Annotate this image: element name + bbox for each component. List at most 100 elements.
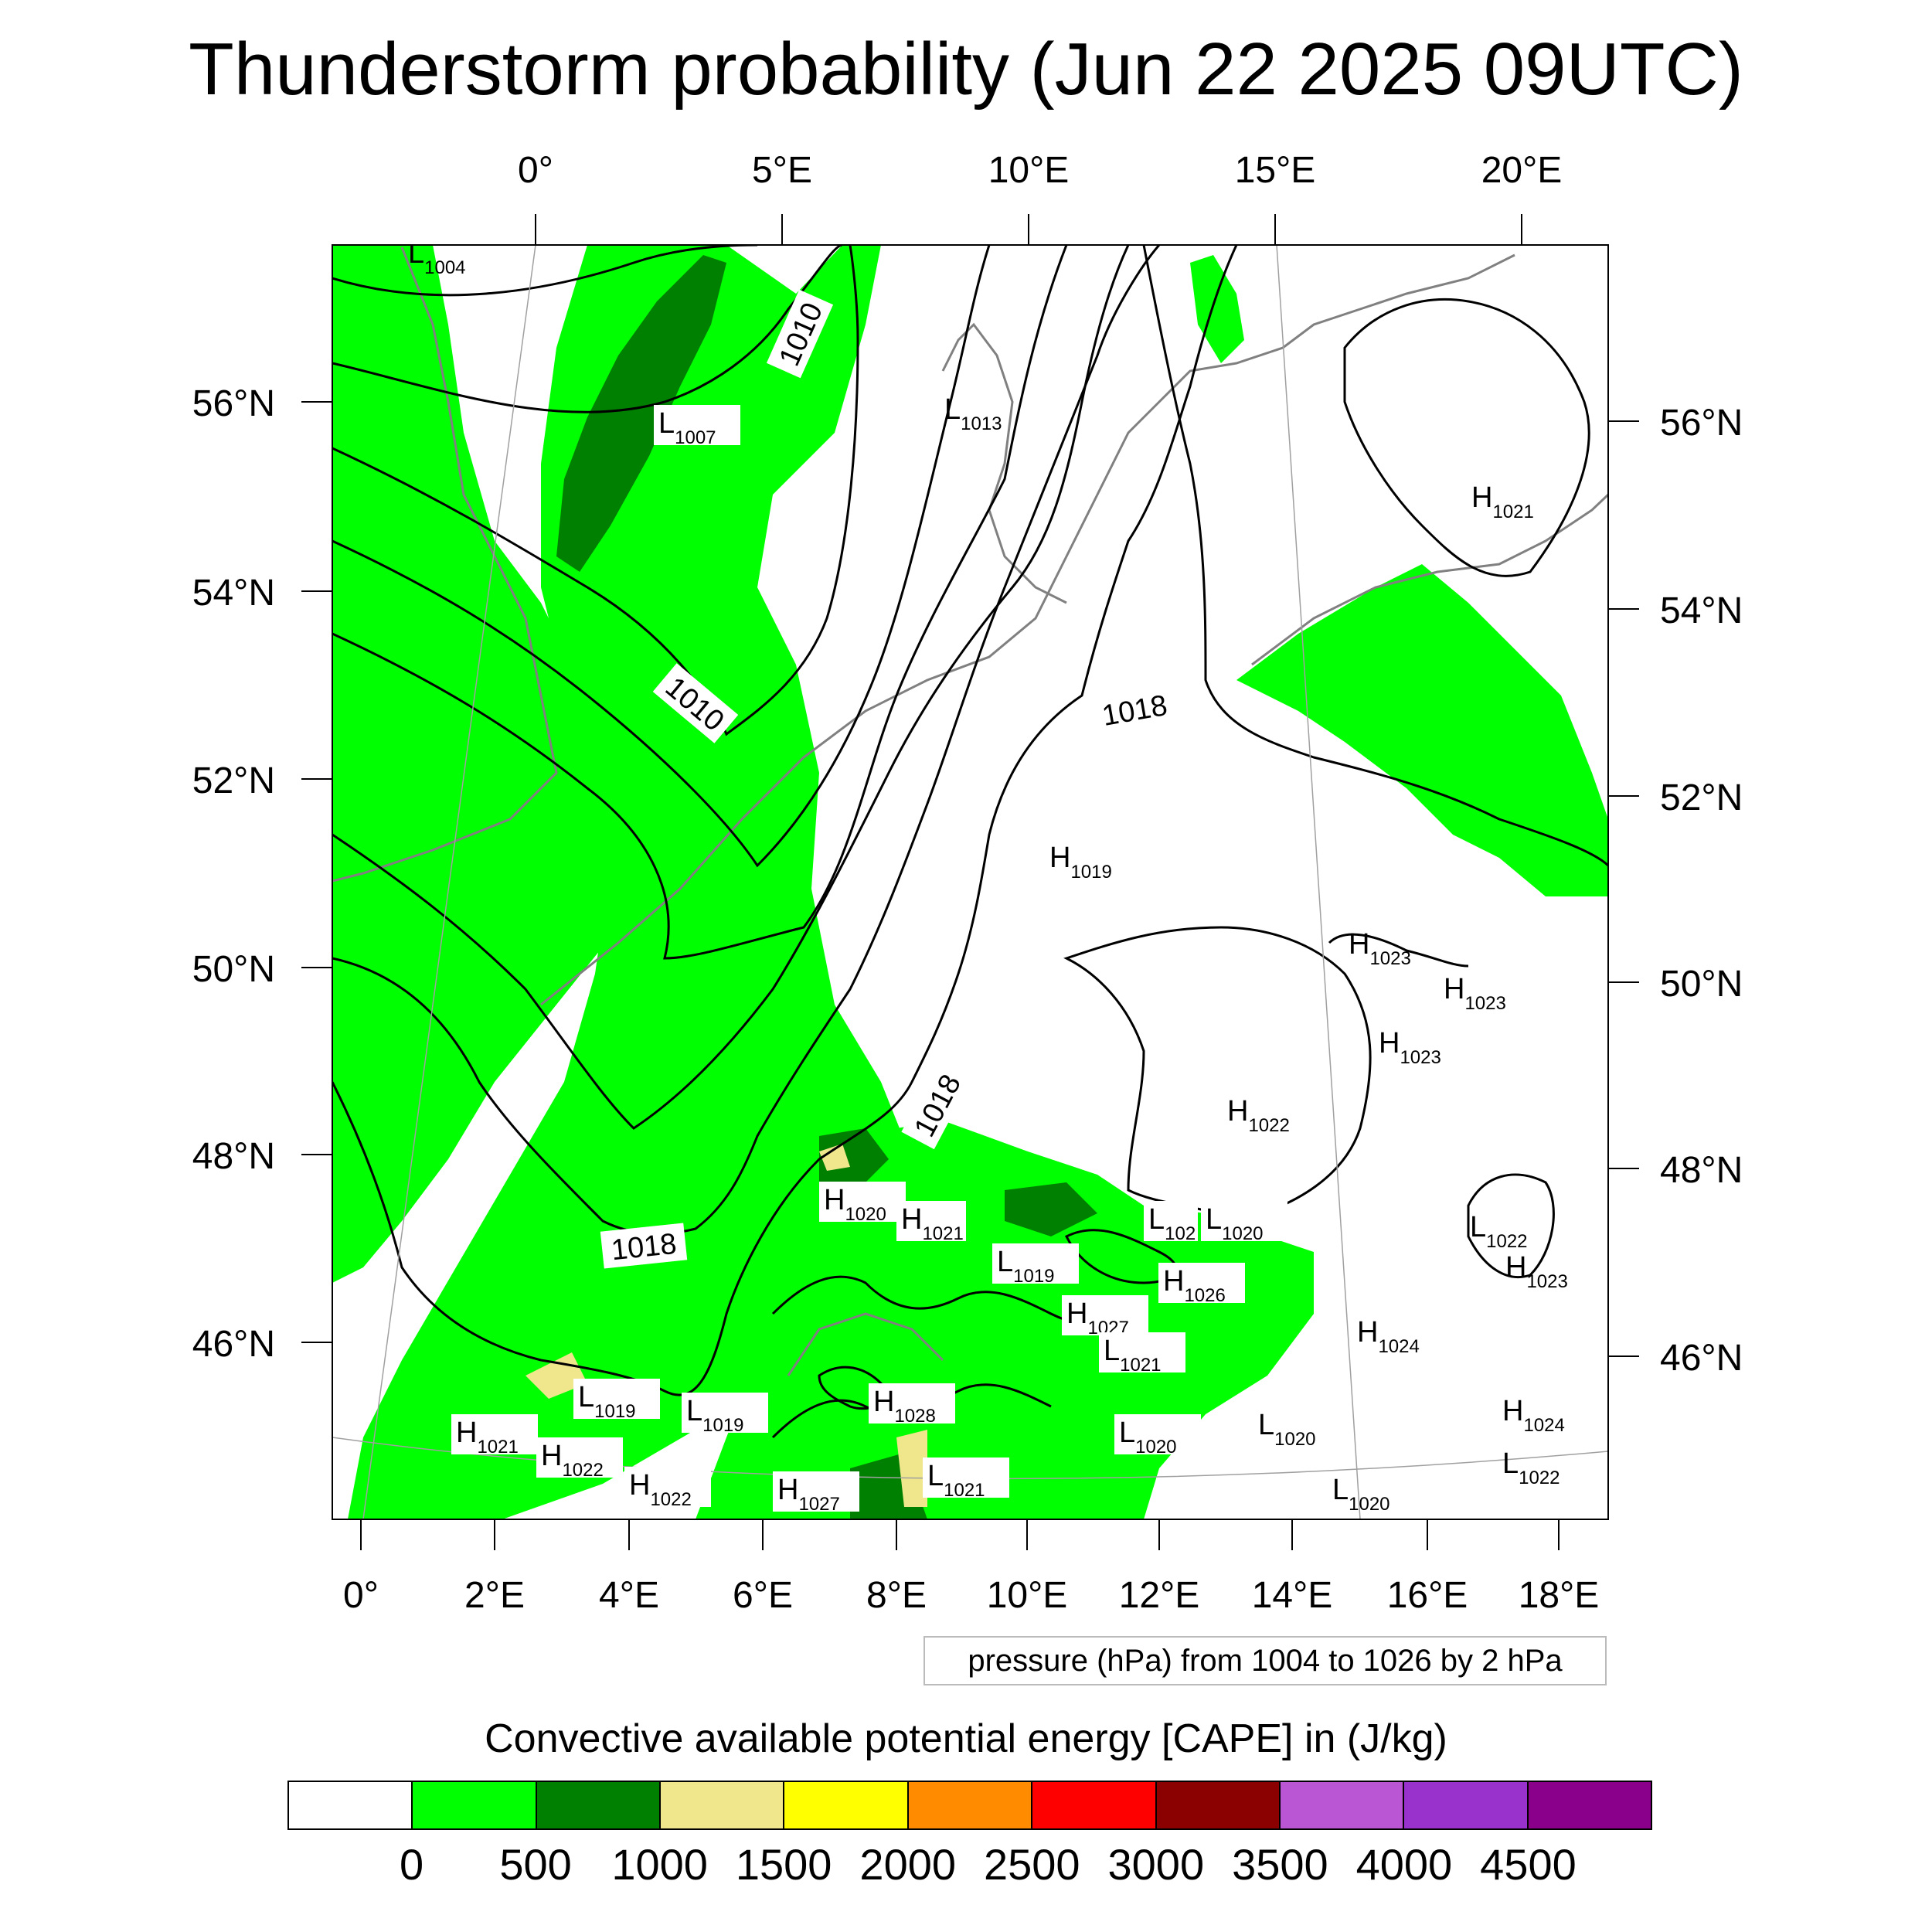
colorbar-labels: 0 500 1000 1500 2000 2500 3000 3500 4000 4500 <box>0 1838 1932 1900</box>
svg-text:H1019: H1019 <box>1049 842 1112 883</box>
left-lat-label: 56°N <box>192 383 275 424</box>
isobar-1018 <box>332 245 1238 1396</box>
cape-khaki-3 <box>819 1144 850 1171</box>
pressure-center: H1021 <box>896 1201 966 1244</box>
top-lon-label: 0° <box>518 150 553 191</box>
isobar-6 <box>332 245 1130 1130</box>
bottom-lon-label: 4°E <box>599 1575 659 1616</box>
svg-text:L1021: L1021 <box>1104 1335 1162 1376</box>
svg-text:H1028: H1028 <box>873 1386 936 1427</box>
pressure-center: L1019 <box>992 1243 1079 1287</box>
pressure-center: H1022 <box>624 1467 711 1510</box>
coastline-baltic <box>1251 493 1608 666</box>
chart-title: Thunderstorm probability (Jun 22 2025 09… <box>189 28 1743 111</box>
pressure-center: H1021 <box>1471 481 1534 522</box>
svg-text:L1013: L1013 <box>944 393 1002 434</box>
cape-region-east <box>1236 564 1608 896</box>
svg-text:L1020: L1020 <box>1206 1203 1264 1244</box>
bottom-lon-label: 18°E <box>1519 1575 1600 1616</box>
bottom-lon-label: 16°E <box>1387 1575 1468 1616</box>
isobar-labels: 1010 1010 1018 1018 1018 <box>600 289 1178 1269</box>
colorbar-swatch <box>1404 1782 1529 1828</box>
pressure-center: H1023 <box>1379 1027 1441 1068</box>
pressure-center: L1021 <box>1099 1332 1185 1376</box>
colorbar-tick-label: 0 <box>399 1840 424 1889</box>
svg-text:H1021: H1021 <box>901 1203 964 1244</box>
pressure-center: H1019 <box>1049 842 1112 883</box>
pressure-centers: L1004 L1007 L1013 H1021 H1019 H1023 H102… <box>408 237 1568 1515</box>
svg-text:H1023: H1023 <box>1505 1251 1568 1292</box>
isobar-central-2 <box>1328 933 1469 968</box>
pressure-center: L1020 <box>1258 1409 1316 1450</box>
pressure-info-box: pressure (hPa) from 1004 to 1026 by 2 hP… <box>923 1636 1607 1685</box>
isobar-east-2 <box>1142 245 1608 867</box>
svg-text:L1020: L1020 <box>1258 1409 1316 1450</box>
pressure-center: L1013 <box>944 393 1002 434</box>
svg-text:H1024: H1024 <box>1357 1316 1420 1357</box>
coastline-uk <box>332 247 558 883</box>
colorbar-tick-label: 4000 <box>1355 1840 1453 1889</box>
pressure-center: H1027 <box>773 1471 859 1515</box>
pressure-center: L1007 <box>654 405 740 448</box>
colorbar-swatch <box>289 1782 413 1828</box>
top-lon-label: 5°E <box>752 150 812 191</box>
pressure-center: L1022 <box>1470 1211 1528 1252</box>
svg-text:L1020: L1020 <box>1119 1417 1177 1458</box>
pressure-center: L1020 <box>1201 1201 1287 1244</box>
pressure-center: H1026 <box>1158 1263 1245 1306</box>
svg-text:L1019: L1019 <box>578 1381 636 1422</box>
pressure-center: L102 <box>1144 1201 1198 1244</box>
right-lat-label: 56°N <box>1660 403 1743 444</box>
svg-text:H1026: H1026 <box>1163 1265 1226 1306</box>
svg-text:H1021: H1021 <box>456 1417 519 1458</box>
bottom-axis-labels: 0° 2°E 4°E 6°E 8°E 10°E 12°E 14°E 16°E 1… <box>343 1575 1599 1616</box>
svg-text:H1022: H1022 <box>1227 1095 1290 1136</box>
svg-text:H1022: H1022 <box>629 1469 692 1510</box>
map-frame <box>332 244 1609 1520</box>
isobar-label-group-5: 1018 <box>600 1223 688 1269</box>
colorbar-swatch <box>413 1782 537 1828</box>
colorbar-swatch <box>1280 1782 1405 1828</box>
cape-khaki-1 <box>526 1352 587 1399</box>
isobar-east-high <box>1343 298 1590 577</box>
coastline-alps-lake <box>787 1312 944 1376</box>
top-lon-label: 10°E <box>988 150 1070 191</box>
pressure-center: H1022 <box>1227 1095 1290 1136</box>
map-area: 1010 1010 1018 1018 1018 L1004 L1007 <box>332 237 1608 1519</box>
svg-text:L1021: L1021 <box>927 1460 985 1501</box>
svg-text:H1020: H1020 <box>824 1184 886 1225</box>
right-lat-label: 48°N <box>1660 1150 1743 1191</box>
bottom-lon-label: 6°E <box>733 1575 793 1616</box>
top-lon-label: 15°E <box>1235 150 1316 191</box>
right-lat-label: 46°N <box>1660 1338 1743 1379</box>
colorbar-swatch <box>784 1782 909 1828</box>
pressure-center: H1023 <box>1444 973 1506 1014</box>
cape-khaki-2 <box>896 1430 927 1507</box>
bottom-lon-label: 12°E <box>1119 1575 1200 1616</box>
svg-text:L1004: L1004 <box>408 237 466 278</box>
pressure-center: H1020 <box>819 1182 906 1225</box>
svg-text:L1020: L1020 <box>1332 1474 1390 1515</box>
bottom-lon-label: 0° <box>343 1575 379 1616</box>
colorbar-swatch <box>908 1782 1033 1828</box>
pressure-center: H1022 <box>536 1437 623 1481</box>
pressure-center: L1022 <box>1502 1447 1560 1488</box>
colorbar-tick-label: 2500 <box>983 1840 1080 1889</box>
bottom-lon-label: 2°E <box>464 1575 525 1616</box>
isobar-2 <box>332 245 843 413</box>
coastline-continent <box>540 253 1515 1006</box>
right-axis-labels: 56°N 54°N 52°N 50°N 48°N 46°N <box>1660 403 1743 1379</box>
bottom-lon-label: 8°E <box>866 1575 927 1616</box>
svg-text:H1027: H1027 <box>777 1474 840 1515</box>
pressure-center: H1021 <box>451 1414 538 1458</box>
svg-text:H1023: H1023 <box>1444 973 1506 1014</box>
isobar-3 <box>332 245 859 736</box>
pressure-center: L1021 <box>923 1458 1009 1501</box>
isobar-5 <box>332 245 1068 960</box>
svg-text:H1024: H1024 <box>1502 1395 1565 1436</box>
pressure-center: H1024 <box>1357 1316 1420 1357</box>
right-axis <box>1608 420 1639 1357</box>
pressure-center: L1020 <box>1114 1414 1201 1458</box>
colorbar-tick-label: 500 <box>499 1840 572 1889</box>
cape-region-north <box>1190 255 1244 363</box>
